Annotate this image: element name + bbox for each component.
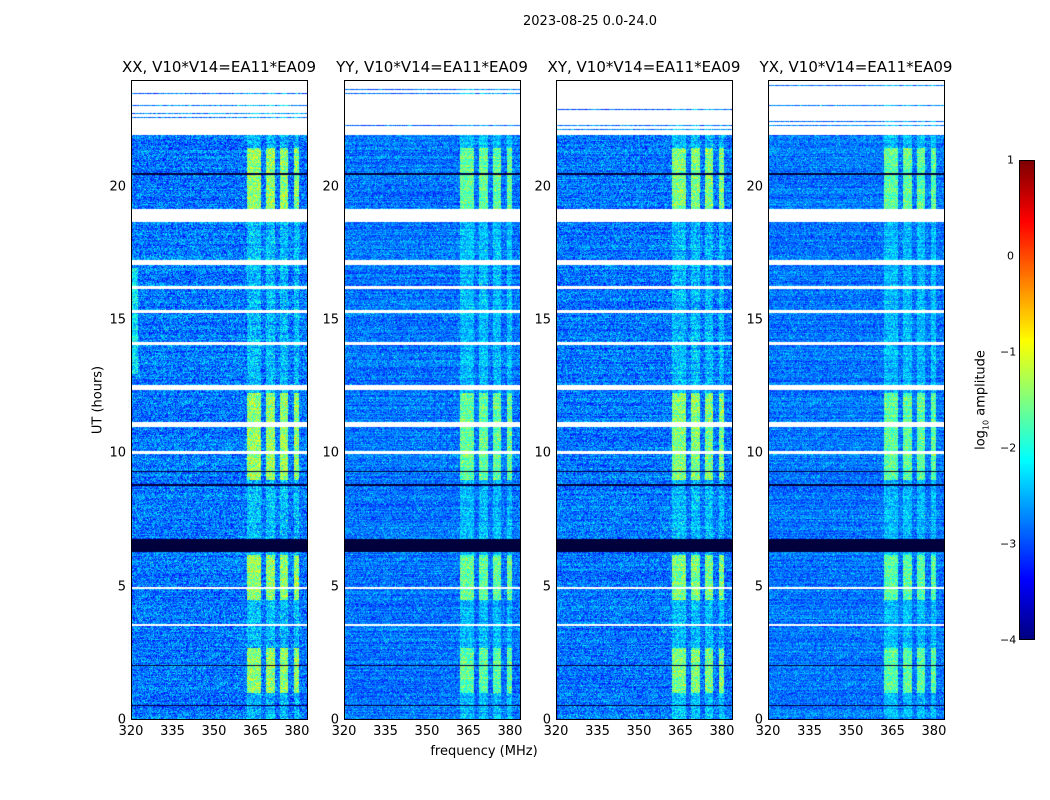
x-tick-label: 335 [585, 724, 610, 739]
x-tick-label: 365 [668, 724, 693, 739]
x-tick-label: 335 [373, 724, 398, 739]
panel-title: XX, V10*V14=EA11*EA09 [121, 58, 316, 76]
y-tick-label: 5 [117, 579, 126, 595]
x-tick-label: 380 [284, 724, 310, 739]
colorbar-tick-label: 0 [1007, 249, 1014, 263]
panel-title: XY, V10*V14=EA11*EA09 [547, 58, 741, 76]
y-tick-label: 20 [534, 179, 551, 195]
colorbar-tick-label: −4 [1000, 633, 1017, 647]
y-tick-label: 15 [746, 312, 763, 328]
panel-title: YX, V10*V14=EA11*EA09 [759, 58, 953, 76]
x-tick-label: 380 [497, 724, 523, 739]
x-axis-label: frequency (MHz) [430, 744, 538, 759]
y-tick-label: 0 [330, 712, 339, 728]
x-tick-label: 320 [118, 724, 144, 739]
x-tick-label: 320 [755, 724, 781, 739]
heatmap-image [132, 81, 307, 719]
y-tick-label: 5 [330, 579, 339, 595]
y-tick-label: 5 [754, 579, 763, 595]
x-tick-label: 350 [201, 724, 227, 739]
colorbar-label: log10 amplitude [973, 350, 991, 450]
colorbar-tick-label: 1 [1007, 153, 1014, 167]
x-tick-label: 380 [921, 724, 947, 739]
y-tick-label: 0 [117, 712, 126, 728]
x-tick-label: 320 [331, 724, 357, 739]
heatmap-panel [768, 80, 945, 720]
x-tick-label: 350 [414, 724, 440, 739]
x-tick-label: 365 [456, 724, 481, 739]
y-tick-label: 15 [322, 312, 339, 328]
y-tick-label: 10 [322, 445, 339, 461]
x-tick-label: 335 [797, 724, 822, 739]
colorbar [1019, 160, 1035, 640]
heatmap-panel [344, 80, 521, 720]
y-tick-label: 20 [322, 179, 339, 195]
colorbar-tick-label: −3 [1000, 537, 1017, 551]
y-tick-label: 10 [746, 445, 763, 461]
heatmap-panel [556, 80, 733, 720]
y-tick-label: 5 [542, 579, 551, 595]
x-tick-label: 335 [160, 724, 185, 739]
x-tick-label: 365 [880, 724, 905, 739]
y-tick-label: 10 [534, 445, 551, 461]
heatmap-image [345, 81, 520, 719]
x-tick-label: 320 [543, 724, 569, 739]
y-tick-label: 15 [534, 312, 551, 328]
y-axis-label: UT (hours) [90, 365, 106, 435]
heatmap-image [769, 81, 944, 719]
y-tick-label: 15 [109, 312, 126, 328]
colorbar-tick-label: −2 [1000, 441, 1017, 455]
y-tick-label: 10 [109, 445, 126, 461]
heatmap-image [557, 81, 732, 719]
x-tick-label: 350 [626, 724, 652, 739]
y-tick-label: 20 [746, 179, 763, 195]
x-tick-label: 380 [709, 724, 735, 739]
y-tick-label: 0 [754, 712, 763, 728]
y-tick-label: 20 [109, 179, 126, 195]
x-tick-label: 350 [838, 724, 864, 739]
colorbar-tick-label: −1 [1000, 345, 1017, 359]
x-tick-label: 365 [243, 724, 268, 739]
figure-title: 2023-08-25 0.0-24.0 [523, 14, 657, 29]
y-tick-label: 0 [542, 712, 551, 728]
heatmap-panel [131, 80, 308, 720]
panel-title: YY, V10*V14=EA11*EA09 [336, 58, 528, 76]
